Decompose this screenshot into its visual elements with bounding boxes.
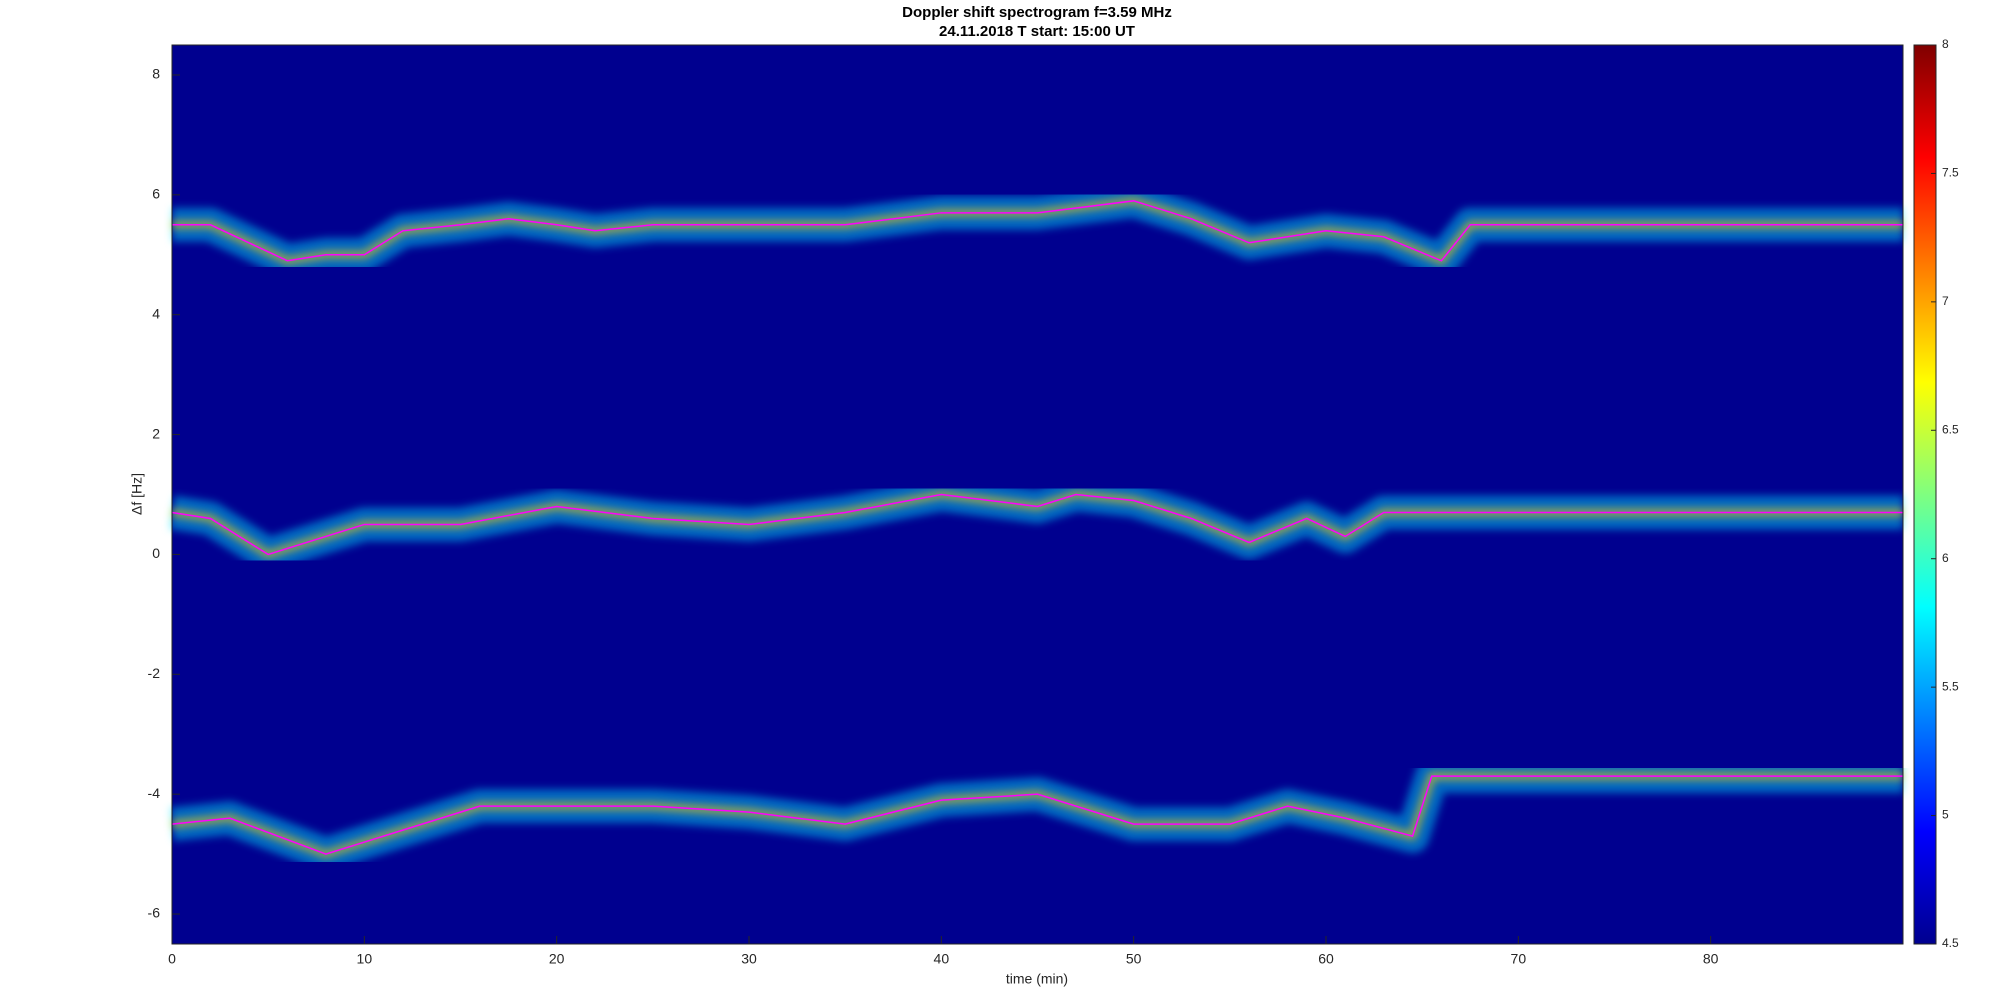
x-tick-label: 30 <box>741 951 757 967</box>
colorbar-tick-label: 8 <box>1942 37 1949 51</box>
colorbar-tick-label: 5.5 <box>1942 679 1959 693</box>
colorbar-tick-label: 4.5 <box>1942 936 1959 950</box>
colorbar-tick-label: 7.5 <box>1942 166 1959 180</box>
y-tick-label: 8 <box>152 66 160 82</box>
x-tick-label: 70 <box>1511 951 1527 967</box>
x-axis-label: time (min) <box>1006 971 1068 987</box>
y-tick-label: -6 <box>148 905 161 921</box>
y-axis-label: Δf [Hz] <box>129 473 145 515</box>
colorbar-tick-label: 6.5 <box>1942 422 1959 436</box>
x-tick-label: 20 <box>549 951 565 967</box>
colorbar-tick-label: 5 <box>1942 808 1949 822</box>
x-tick-label: 10 <box>357 951 373 967</box>
colorbar-tick-label: 6 <box>1942 551 1949 565</box>
y-tick-label: -2 <box>148 665 161 681</box>
colorbar-tick-label: 7 <box>1942 294 1949 308</box>
x-tick-label: 40 <box>934 951 950 967</box>
x-tick-label: 50 <box>1126 951 1142 967</box>
plot-frame <box>171 44 1904 945</box>
y-tick-label: 2 <box>152 425 160 441</box>
chart-title: Doppler shift spectrogram f=3.59 MHz <box>902 4 1172 21</box>
chart-subtitle: 24.11.2018 T start: 15:00 UT <box>939 23 1135 40</box>
x-tick-label: 60 <box>1318 951 1334 967</box>
trace-line <box>172 200 1903 262</box>
x-tick-label: 0 <box>168 951 176 967</box>
trace-line <box>171 493 1903 556</box>
y-tick-label: 6 <box>152 186 160 202</box>
colorbar <box>1913 44 1937 945</box>
y-tick-label: 4 <box>152 305 160 321</box>
y-tick-label: 0 <box>152 545 160 561</box>
y-tick-label: -4 <box>148 785 161 801</box>
trace-line <box>171 775 1903 855</box>
x-tick-label: 80 <box>1703 951 1719 967</box>
